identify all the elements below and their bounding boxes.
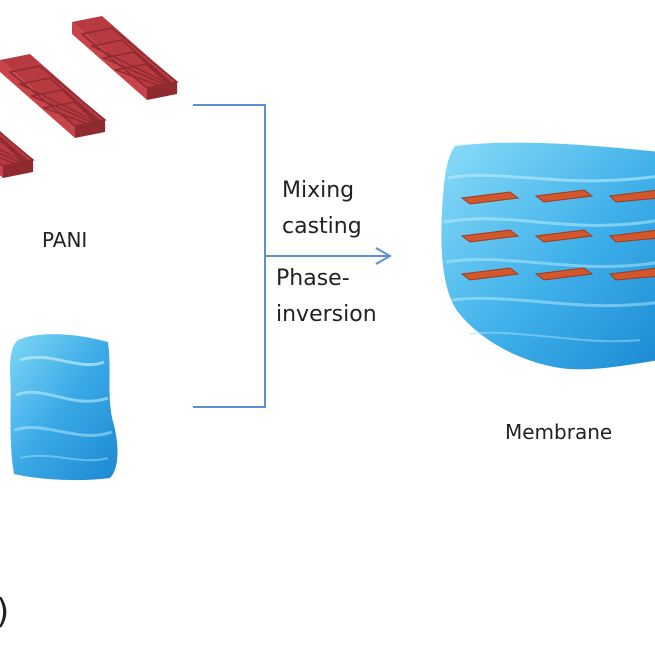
arrowhead-icon [375,247,393,265]
polymer-solution-blob [10,334,118,481]
embedded-pani-platelets [460,189,655,281]
step-inversion: inversion [276,302,377,327]
pani-stack-3 [72,16,179,100]
pani-label: PANI [42,228,88,252]
merge-bracket [193,104,393,408]
step-casting: casting [282,214,362,239]
membrane-shape [441,142,655,370]
pani-stack-2 [0,54,107,138]
step-mixing: Mixing [282,178,355,203]
step-phase: Phase- [276,266,350,291]
pani-stack-1 [0,130,35,178]
pani-particles [0,16,179,178]
panel-label: ) [0,592,9,632]
membrane-label: Membrane [505,420,613,444]
